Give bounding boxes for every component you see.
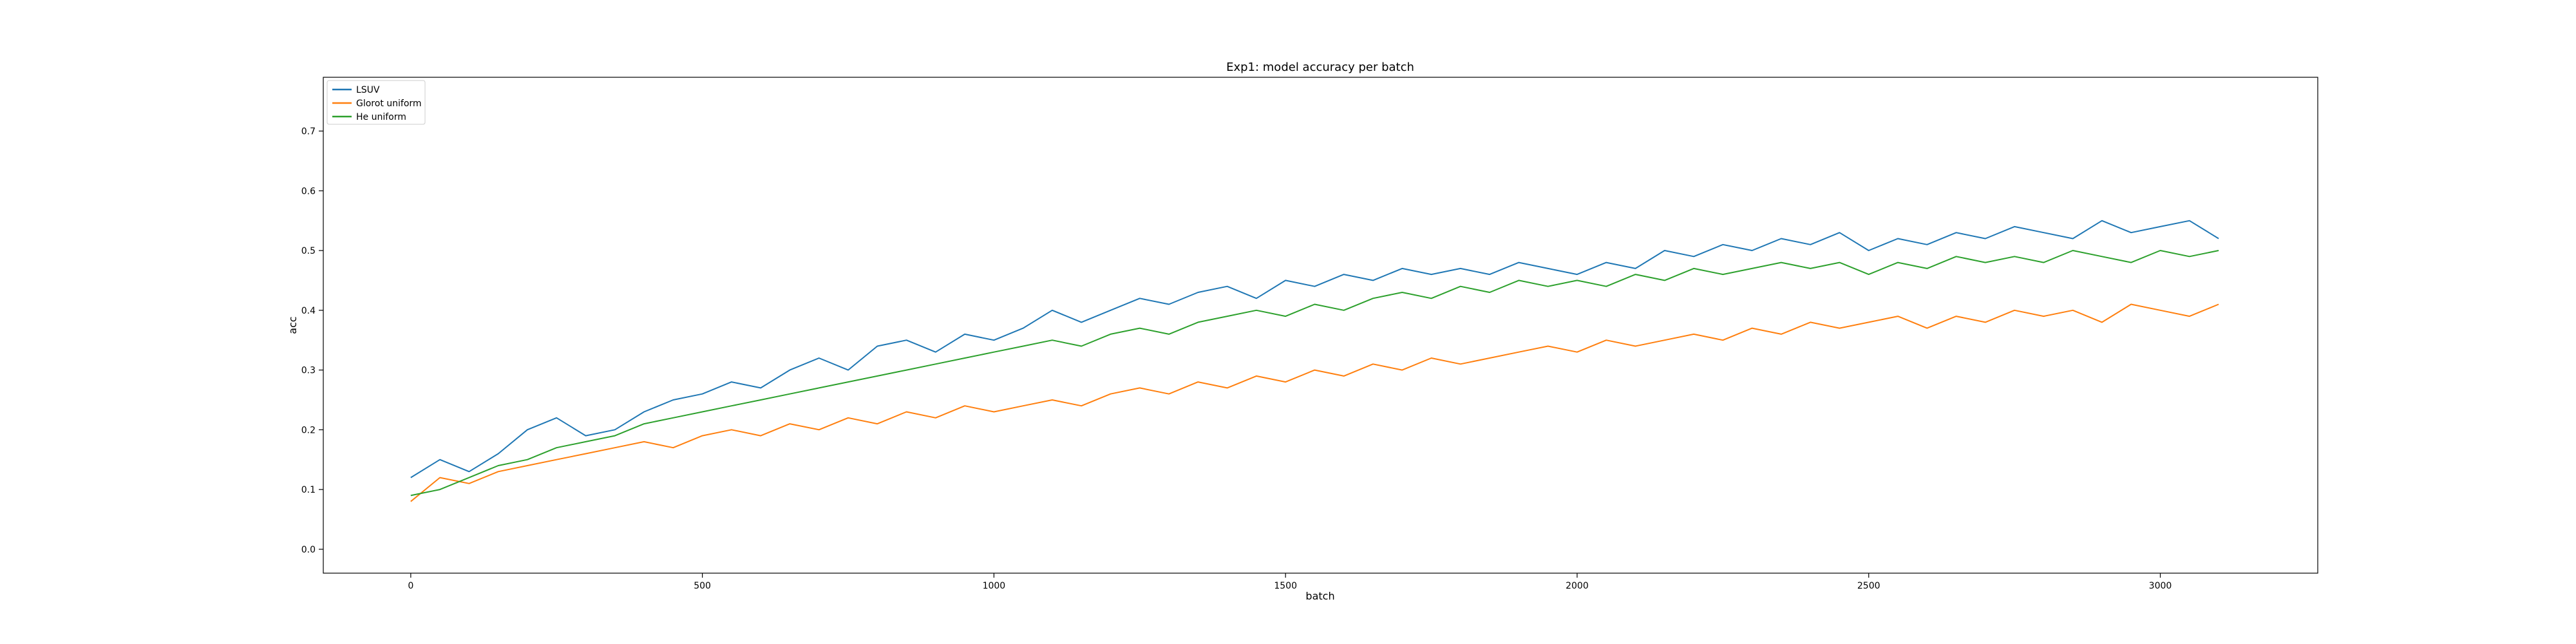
y-tick-label: 0.2 xyxy=(301,425,316,435)
y-tick-label: 0.4 xyxy=(301,306,316,316)
chart-title: Exp1: model accuracy per batch xyxy=(1226,61,1414,74)
x-tick-label: 1500 xyxy=(1274,581,1297,591)
y-tick-label: 0.6 xyxy=(301,186,316,196)
y-axis: 0.0 0.1 0.2 0.3 0.4 0.5 0.6 0.7 xyxy=(301,126,323,555)
x-axis: 0 500 1000 1500 2000 2500 3000 xyxy=(408,573,2172,591)
x-tick-label: 500 xyxy=(694,581,711,591)
legend-label-lsuv: LSUV xyxy=(356,85,380,95)
x-tick-label: 3000 xyxy=(2149,581,2172,591)
x-tick-label: 1000 xyxy=(983,581,1006,591)
x-tick-label: 0 xyxy=(408,581,413,591)
legend: LSUV Glorot uniform He uniform xyxy=(327,80,426,125)
series-line-glorot-uniform xyxy=(410,303,2219,502)
legend-box xyxy=(327,80,426,125)
series-line-lsuv xyxy=(410,220,2219,478)
series-layer xyxy=(410,220,2219,502)
plot-frame xyxy=(323,77,2318,574)
y-tick-label: 0.0 xyxy=(301,545,316,555)
x-tick-label: 2000 xyxy=(1566,581,1589,591)
y-tick-label: 0.1 xyxy=(301,485,316,495)
y-tick-label: 0.5 xyxy=(301,246,316,256)
y-tick-label: 0.3 xyxy=(301,366,316,376)
series-line-he-uniform xyxy=(410,250,2219,497)
x-axis-label: batch xyxy=(1305,590,1334,602)
x-tick-label: 2500 xyxy=(1857,581,1880,591)
y-axis-label: acc xyxy=(287,316,299,334)
y-tick-label: 0.7 xyxy=(301,126,316,137)
legend-label-he-uniform: He uniform xyxy=(356,112,406,122)
legend-label-glorot-uniform: Glorot uniform xyxy=(356,99,422,109)
